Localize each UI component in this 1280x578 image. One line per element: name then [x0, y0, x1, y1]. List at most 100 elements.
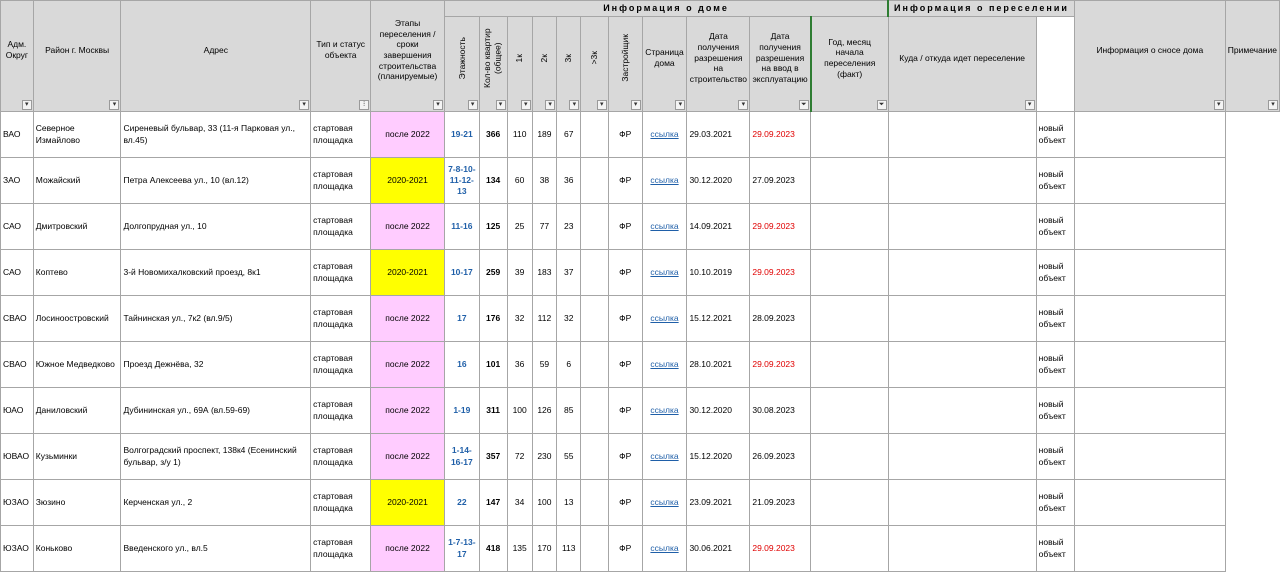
cell-where[interactable] — [887, 295, 1037, 342]
cell-okrug[interactable]: ВАО — [0, 111, 34, 158]
cell-type[interactable]: стартовая площадка — [310, 157, 372, 204]
cell-okrug[interactable]: ЗАО — [0, 157, 34, 204]
cell-pb[interactable]: 28.10.2021 — [686, 341, 751, 388]
cell-pb[interactable]: 30.12.2020 — [686, 157, 751, 204]
cell-pu[interactable]: 29.09.2023 — [749, 203, 812, 250]
cell-k3plus[interactable] — [580, 433, 609, 480]
cell-district[interactable]: Коптево — [32, 249, 122, 296]
cell-k3[interactable]: 6 — [556, 341, 582, 388]
dropdown-arrow-icon[interactable]: ▾ — [467, 100, 478, 110]
cell-note[interactable] — [1073, 157, 1226, 204]
cell-floors[interactable]: 1-14-16-17 — [443, 433, 480, 480]
cell-start[interactable] — [810, 479, 889, 526]
dropdown-arrow-icon[interactable]: ▾ — [109, 100, 120, 110]
cell-link[interactable]: ссылка — [641, 341, 688, 388]
cell-demo[interactable]: новый объект — [1035, 249, 1075, 296]
cell-apts[interactable]: 101 — [478, 341, 508, 388]
dropdown-arrow-icon[interactable]: ▾ — [545, 100, 556, 110]
table-row[interactable]: САО Коптево 3-й Новомихалковский проезд, 8… — [0, 249, 1280, 296]
cell-pu[interactable]: 27.09.2023 — [749, 157, 812, 204]
cell-k1[interactable]: 135 — [506, 525, 533, 572]
cell-k1[interactable]: 36 — [506, 341, 533, 388]
cell-address[interactable]: 3-й Новомихалковский проезд, 8к1 — [120, 249, 312, 296]
cell-k2[interactable]: 112 — [531, 295, 558, 342]
cell-district[interactable]: Можайский — [32, 157, 122, 204]
cell-link[interactable]: ссылка — [641, 249, 688, 296]
cell-pu[interactable]: 28.09.2023 — [749, 295, 812, 342]
cell-floors[interactable]: 10-17 — [443, 249, 480, 296]
cell-apts[interactable]: 418 — [478, 525, 508, 572]
cell-pu[interactable]: 29.09.2023 — [749, 341, 812, 388]
cell-demo[interactable]: новый объект — [1035, 203, 1075, 250]
cell-address[interactable]: Проезд Дежнёва, 32 — [120, 341, 312, 388]
cell-link[interactable]: ссылка — [641, 295, 688, 342]
table-row[interactable]: ВАО Северное Измайлово Сиреневый бульвар, … — [0, 111, 1280, 158]
funnel-icon[interactable]: ⏷ — [876, 100, 887, 110]
cell-k1[interactable]: 25 — [506, 203, 533, 250]
cell-where[interactable] — [887, 157, 1037, 204]
cell-district[interactable]: Дмитровский — [32, 203, 122, 250]
cell-district[interactable]: Коньково — [32, 525, 122, 572]
cell-floors[interactable]: 16 — [443, 341, 480, 388]
cell-start[interactable] — [810, 157, 889, 204]
cell-k3plus[interactable] — [580, 341, 609, 388]
cell-where[interactable] — [887, 525, 1037, 572]
cell-k1[interactable]: 34 — [506, 479, 533, 526]
table-row[interactable]: СВАО Южное Медведково Проезд Дежнёва, 32 ст… — [0, 341, 1280, 388]
cell-okrug[interactable]: ЮВАО — [0, 433, 34, 480]
cell-k1[interactable]: 32 — [506, 295, 533, 342]
cell-type[interactable]: стартовая площадка — [310, 203, 372, 250]
cell-pu[interactable]: 29.09.2023 — [749, 525, 812, 572]
cell-start[interactable] — [810, 249, 889, 296]
dropdown-arrow-icon[interactable]: ▾ — [520, 100, 531, 110]
cell-phase[interactable]: после 2022 — [370, 525, 445, 572]
cell-type[interactable]: стартовая площадка — [310, 295, 372, 342]
cell-k1[interactable]: 110 — [506, 111, 533, 158]
cell-type[interactable]: стартовая площадка — [310, 111, 372, 158]
cell-where[interactable] — [887, 249, 1037, 296]
cell-okrug[interactable]: САО — [0, 249, 34, 296]
cell-phase[interactable]: 2020-2021 — [370, 157, 445, 204]
cell-pu[interactable]: 30.08.2023 — [749, 387, 812, 434]
cell-k2[interactable]: 189 — [531, 111, 558, 158]
cell-district[interactable]: Северное Измайлово — [32, 111, 122, 158]
cell-k3plus[interactable] — [580, 295, 609, 342]
dropdown-arrow-icon[interactable]: ▾ — [630, 100, 641, 110]
cell-okrug[interactable]: ЮЗАО — [0, 479, 34, 526]
dropdown-arrow-icon[interactable]: ▾ — [495, 100, 506, 110]
cell-demo[interactable]: новый объект — [1035, 157, 1075, 204]
cell-pu[interactable]: 29.09.2023 — [749, 111, 812, 158]
cell-address[interactable]: Долгопрудная ул., 10 — [120, 203, 312, 250]
cell-link[interactable]: ссылка — [641, 479, 688, 526]
cell-k2[interactable]: 230 — [531, 433, 558, 480]
cell-phase[interactable]: после 2022 — [370, 341, 445, 388]
cell-start[interactable] — [810, 387, 889, 434]
cell-apts[interactable]: 125 — [478, 203, 508, 250]
cell-demo[interactable]: новый объект — [1035, 479, 1075, 526]
cell-k2[interactable]: 100 — [531, 479, 558, 526]
cell-k2[interactable]: 126 — [531, 387, 558, 434]
table-row[interactable]: ЮЗАО Зюзино Керченская ул., 2 стартовая пло… — [0, 479, 1280, 526]
cell-address[interactable]: Дубининская ул., 69А (вл.59-69) — [120, 387, 312, 434]
cell-where[interactable] — [887, 341, 1037, 388]
table-row[interactable]: СВАО Лосиноостровский Тайнинская ул., 7к2 … — [0, 295, 1280, 342]
cell-k3[interactable]: 36 — [556, 157, 582, 204]
cell-start[interactable] — [810, 203, 889, 250]
cell-k3[interactable]: 113 — [556, 525, 582, 572]
cell-k3[interactable]: 55 — [556, 433, 582, 480]
dropdown-arrow-icon[interactable]: ▾ — [569, 100, 580, 110]
cell-k2[interactable]: 170 — [531, 525, 558, 572]
cell-type[interactable]: стартовая площадка — [310, 479, 372, 526]
cell-okrug[interactable]: САО — [0, 203, 34, 250]
cell-note[interactable] — [1073, 525, 1226, 572]
cell-k3plus[interactable] — [580, 157, 609, 204]
cell-address[interactable]: Введенского ул., вл.5 — [120, 525, 312, 572]
cell-k1[interactable]: 72 — [506, 433, 533, 480]
cell-phase[interactable]: после 2022 — [370, 387, 445, 434]
house-page-link[interactable]: ссылка — [650, 266, 679, 277]
dropdown-arrow-icon[interactable]: ▾ — [1213, 100, 1224, 110]
cell-k3[interactable]: 85 — [556, 387, 582, 434]
cell-demo[interactable]: новый объект — [1035, 295, 1075, 342]
cell-k2[interactable]: 59 — [531, 341, 558, 388]
cell-pb[interactable]: 30.06.2021 — [686, 525, 751, 572]
